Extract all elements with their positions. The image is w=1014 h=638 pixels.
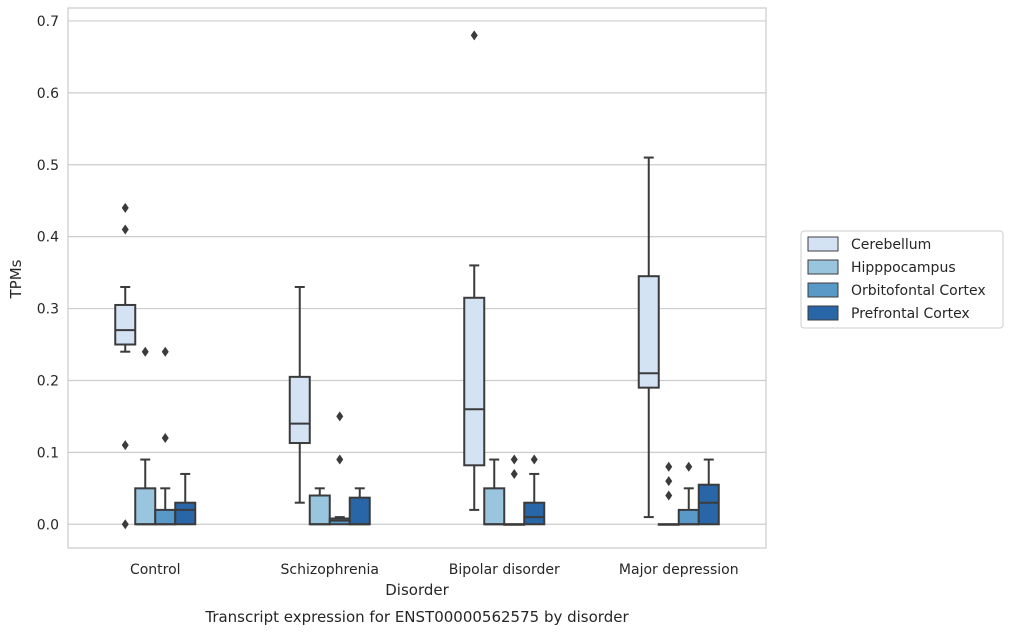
chart-title: Transcript expression for ENST0000056257… xyxy=(204,608,629,626)
box-body xyxy=(677,508,700,526)
box-1-1 xyxy=(308,487,331,526)
outlier-point xyxy=(141,346,149,357)
outlier-point xyxy=(161,432,169,443)
outlier-point xyxy=(665,461,673,472)
y-tick-label: 0.6 xyxy=(37,86,59,102)
legend-label: Prefrontal Cortex xyxy=(851,306,970,322)
box-0-0 xyxy=(114,202,137,530)
box-body xyxy=(154,508,177,526)
box-3-1 xyxy=(348,487,371,526)
y-tick-label: 0.4 xyxy=(37,230,59,246)
box-1-0 xyxy=(134,346,157,526)
legend-swatch xyxy=(807,305,839,321)
legend-swatch xyxy=(807,236,839,252)
x-tick-label: Bipolar disorder xyxy=(449,562,560,578)
box-0-3 xyxy=(637,156,660,519)
y-tick-label: 0.7 xyxy=(37,14,59,30)
y-tick-label: 0.3 xyxy=(37,302,59,318)
box-body xyxy=(348,496,371,526)
plot-background xyxy=(68,8,766,548)
y-tick-label: 0.5 xyxy=(37,158,59,174)
outlier-point xyxy=(161,346,169,357)
outlier-point xyxy=(665,476,673,487)
outlier-point xyxy=(665,490,673,501)
box-body xyxy=(697,483,720,526)
box-body xyxy=(134,487,157,526)
outlier-point xyxy=(510,468,518,479)
legend-label: Hipppocampus xyxy=(851,260,956,276)
outlier-point xyxy=(510,454,518,465)
legend-label: Cerebellum xyxy=(851,237,931,253)
box-body xyxy=(308,494,331,526)
box-2-2 xyxy=(503,454,526,526)
plot-frame xyxy=(67,7,767,549)
y-tick-label: 0.2 xyxy=(37,373,59,389)
box-0-1 xyxy=(288,285,311,504)
box-3-0 xyxy=(174,472,197,526)
legend-swatch xyxy=(807,282,839,298)
outlier-point xyxy=(121,202,129,213)
outlier-point xyxy=(121,519,129,530)
box-body xyxy=(174,501,197,526)
box-0-2 xyxy=(463,30,486,511)
legend-frame xyxy=(800,230,1004,329)
grid-lines xyxy=(68,20,766,525)
box-2-1 xyxy=(328,411,351,526)
y-tick-label: 0.1 xyxy=(37,445,59,461)
legend-label: Orbitofontal Cortex xyxy=(851,283,986,299)
box-body xyxy=(483,487,506,526)
box-body xyxy=(637,275,660,389)
box-body xyxy=(288,375,311,445)
outlier-point xyxy=(121,440,129,451)
box-1-2 xyxy=(483,458,506,526)
legend: Cerebellum Hipppocampus Orbitofontal Corte… xyxy=(800,230,1004,329)
y-ticks: 0.0 0.1 0.2 0.3 0.4 0.5 0.6 0.7 xyxy=(37,14,59,533)
box-body xyxy=(523,501,546,526)
outlier-point xyxy=(470,30,478,41)
outlier-point xyxy=(685,461,693,472)
box-3-3 xyxy=(697,458,720,526)
legend-swatch xyxy=(807,259,839,275)
x-tick-label: Control xyxy=(130,562,181,578)
x-tick-label: Schizophrenia xyxy=(281,562,379,578)
x-axis-label: Disorder xyxy=(385,581,449,599)
y-axis-label: TPMs xyxy=(7,259,25,299)
box-body xyxy=(114,303,137,346)
outlier-point xyxy=(336,454,344,465)
outlier-point xyxy=(530,454,538,465)
y-tick-label: 0.0 xyxy=(37,517,59,533)
outlier-point xyxy=(121,224,129,235)
x-tick-label: Major depression xyxy=(619,562,739,578)
box-3-2 xyxy=(523,454,546,526)
box-body xyxy=(463,296,486,467)
box-plots xyxy=(114,30,720,530)
x-ticks: Control Schizophrenia Bipolar disorder Majo… xyxy=(130,562,739,578)
box-2-0 xyxy=(154,346,177,526)
outlier-point xyxy=(336,411,344,422)
